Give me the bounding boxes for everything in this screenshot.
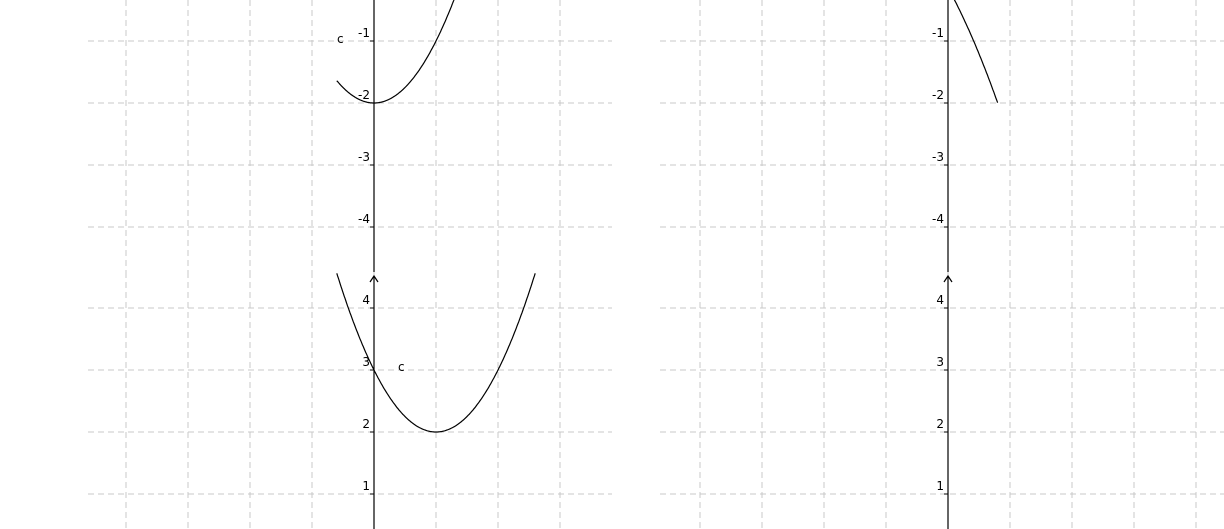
y-axis-arrow	[943, 274, 953, 283]
y-tick-label: -1	[358, 26, 370, 40]
y-tick-label: -1	[932, 26, 944, 40]
curve-label-c: c	[337, 32, 344, 46]
y-tick-label: 2	[362, 417, 370, 431]
y-tick-label: -3	[358, 150, 370, 164]
y-tick-label: -4	[932, 212, 944, 226]
y-tick-label: 4	[362, 293, 370, 307]
y-tick-label: -2	[932, 88, 944, 102]
y-tick-label: 3	[362, 355, 370, 369]
y-tick-label: -4	[358, 212, 370, 226]
y-tick-label: 1	[936, 479, 944, 493]
grid	[88, 0, 1224, 529]
panel-top-left	[336, 0, 455, 104]
curve-label-c: c	[398, 360, 405, 374]
y-tick-label: 2	[936, 417, 944, 431]
curve-c-top-left	[336, 0, 455, 104]
y-tick-label: 1	[362, 479, 370, 493]
y-tick-label: 4	[936, 293, 944, 307]
panel-bottom-left	[336, 273, 536, 433]
y-tick-label: 3	[936, 355, 944, 369]
panel-top-right	[953, 0, 999, 103]
y-tick-label: -2	[358, 88, 370, 102]
y-tick-label: -3	[932, 150, 944, 164]
curve-top-right	[953, 0, 999, 103]
y-axis-arrow	[369, 274, 379, 283]
curve-c-bottom-left	[336, 273, 536, 433]
